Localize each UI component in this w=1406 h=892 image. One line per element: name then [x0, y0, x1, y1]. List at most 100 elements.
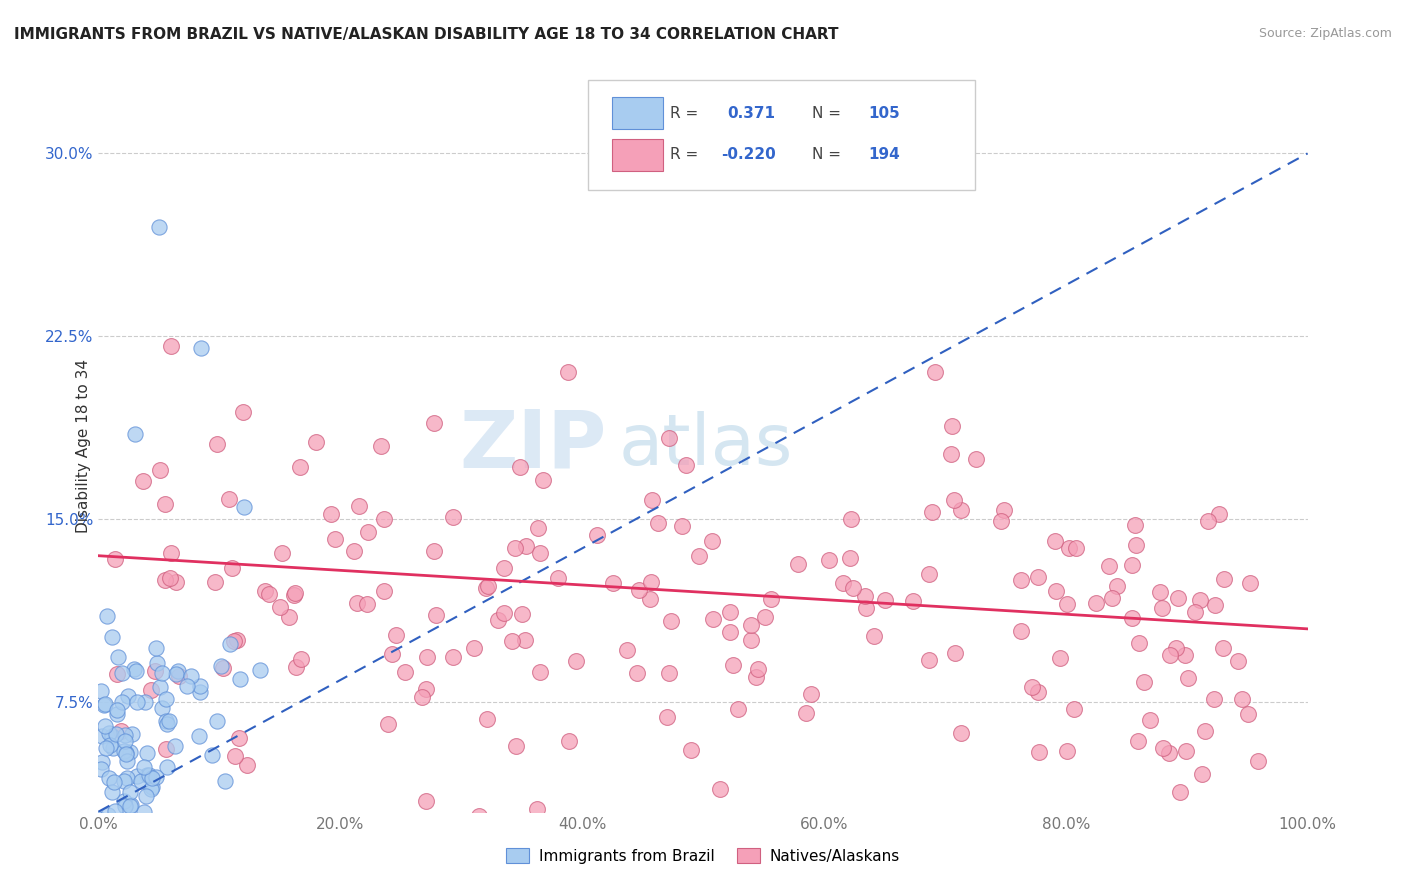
Point: [105, 703, 128, 717]
Point: [112, 865, 135, 880]
Point: [139, 682, 162, 697]
Point: [477, 712, 499, 726]
Text: R =: R =: [671, 105, 699, 120]
Point: [1026, 685, 1049, 699]
Point: [486, 613, 509, 627]
Point: [921, 505, 943, 519]
Point: [1056, 598, 1078, 612]
Point: [118, 785, 141, 799]
Point: [702, 612, 724, 626]
Point: [373, 583, 395, 598]
Point: [1188, 593, 1211, 607]
Point: [110, 854, 132, 868]
Point: [501, 633, 523, 648]
Point: [105, 667, 128, 681]
Point: [565, 654, 588, 668]
Point: [136, 746, 159, 760]
Point: [394, 665, 416, 680]
Point: [290, 652, 312, 666]
Point: [121, 727, 143, 741]
Point: [918, 653, 941, 667]
Point: [638, 591, 661, 606]
Point: [288, 460, 311, 475]
Point: [145, 640, 167, 655]
Point: [831, 576, 853, 591]
Point: [839, 512, 862, 526]
Point: [111, 830, 134, 845]
Point: [1159, 648, 1181, 662]
Point: [1191, 766, 1213, 780]
Point: [114, 747, 136, 761]
Point: [671, 519, 693, 533]
Point: [658, 432, 681, 446]
Point: [167, 665, 190, 679]
Point: [111, 817, 134, 831]
Point: [628, 582, 651, 597]
Point: [1084, 596, 1107, 610]
Point: [468, 809, 491, 823]
Point: [127, 769, 149, 783]
Point: [114, 798, 136, 813]
Point: [284, 659, 307, 673]
Point: [1204, 692, 1226, 706]
Point: [211, 661, 233, 675]
Point: [224, 634, 246, 648]
Point: [443, 650, 465, 665]
Point: [229, 672, 252, 686]
Point: [141, 771, 163, 785]
FancyBboxPatch shape: [588, 80, 976, 190]
Point: [727, 702, 749, 716]
Point: [718, 605, 741, 619]
Point: [188, 685, 211, 699]
Point: [700, 533, 723, 548]
Point: [232, 405, 254, 419]
Point: [143, 664, 166, 678]
Point: [526, 520, 548, 534]
Point: [141, 780, 163, 794]
Point: [509, 460, 531, 475]
Point: [118, 863, 141, 878]
Point: [853, 589, 876, 603]
Point: [107, 650, 129, 665]
Point: [225, 633, 247, 648]
Point: [98, 739, 121, 753]
Legend: Immigrants from Brazil, Natives/Alaskans: Immigrants from Brazil, Natives/Alaskans: [501, 842, 905, 870]
Point: [1152, 740, 1174, 755]
Point: [155, 497, 177, 511]
Point: [683, 841, 706, 855]
Point: [688, 549, 710, 563]
Point: [416, 650, 439, 665]
Point: [218, 492, 240, 507]
Point: [145, 770, 167, 784]
Point: [425, 607, 447, 622]
Point: [100, 729, 122, 743]
Point: [475, 582, 498, 596]
Point: [142, 865, 165, 880]
Point: [112, 794, 135, 808]
Point: [343, 544, 366, 558]
Point: [740, 632, 762, 647]
Point: [679, 742, 702, 756]
Point: [91, 856, 114, 871]
Point: [180, 669, 202, 683]
Text: atlas: atlas: [619, 411, 793, 481]
Point: [1157, 746, 1180, 760]
Point: [357, 525, 380, 540]
Point: [321, 507, 343, 521]
Point: [110, 840, 132, 855]
Point: [132, 805, 155, 820]
Point: [90, 861, 112, 875]
Point: [219, 637, 242, 651]
Point: [117, 689, 139, 703]
Point: [254, 583, 277, 598]
Point: [965, 451, 987, 466]
Point: [586, 528, 609, 542]
Point: [135, 789, 157, 803]
Point: [249, 663, 271, 677]
Point: [370, 439, 392, 453]
Point: [107, 825, 129, 839]
Point: [97, 808, 120, 822]
Point: [373, 512, 395, 526]
Point: [557, 365, 579, 379]
Point: [176, 679, 198, 693]
